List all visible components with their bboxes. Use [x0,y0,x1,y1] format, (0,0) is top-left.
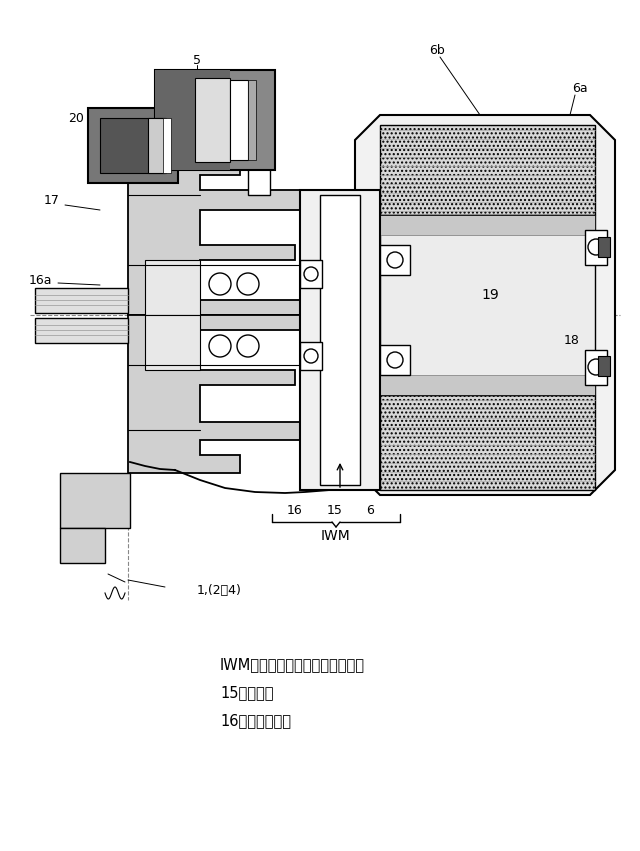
Bar [100,118,165,173]
Bar [598,356,610,376]
Bar [380,215,595,235]
Text: 18: 18 [564,334,580,346]
Text: 1,(2－4): 1,(2－4) [197,584,242,597]
Bar [155,70,230,170]
Circle shape [304,267,318,281]
Bar [35,318,128,343]
Bar [300,260,322,288]
Text: 17: 17 [44,193,60,207]
Polygon shape [128,315,300,473]
Bar [585,350,607,385]
Text: 6: 6 [366,504,374,517]
Bar [230,80,248,160]
Bar [145,260,200,315]
Bar [380,345,410,375]
Text: 15: 15 [327,504,343,517]
Bar [60,528,105,563]
Bar [300,342,322,370]
Bar [598,237,610,257]
Bar [380,215,595,395]
Bar [145,315,200,370]
Bar [163,118,171,173]
Bar [248,80,256,160]
Bar [195,78,230,162]
Bar [148,118,166,173]
Circle shape [209,273,231,295]
Text: 5: 5 [193,54,201,66]
Circle shape [237,335,259,357]
Bar [380,395,595,490]
Text: IWM: IWM [321,529,351,543]
Bar [585,230,607,265]
Circle shape [237,273,259,295]
Bar [35,288,128,313]
Circle shape [588,359,604,375]
Bar [248,155,270,195]
Text: 19: 19 [481,288,499,302]
Text: 16：車輪用軸受: 16：車輪用軸受 [220,713,291,728]
Text: 6b: 6b [429,43,445,56]
Bar [155,70,275,170]
Bar [88,108,178,183]
Polygon shape [355,115,615,495]
Polygon shape [128,155,300,315]
Bar [300,190,380,490]
Circle shape [387,252,403,268]
Text: 16a: 16a [28,273,52,287]
Circle shape [588,239,604,255]
Bar [320,195,360,485]
Bar [380,245,410,275]
Bar [60,473,130,528]
Text: IWM：インホイルモータ駅動装置: IWM：インホイルモータ駅動装置 [220,658,365,672]
Circle shape [304,349,318,363]
Circle shape [209,335,231,357]
Bar [380,125,595,215]
Circle shape [387,352,403,368]
Text: 20: 20 [68,111,84,124]
Text: 16: 16 [287,504,303,517]
Text: 15：減速機: 15：減速機 [220,686,273,700]
Text: 6a: 6a [572,82,588,94]
Bar [380,375,595,395]
